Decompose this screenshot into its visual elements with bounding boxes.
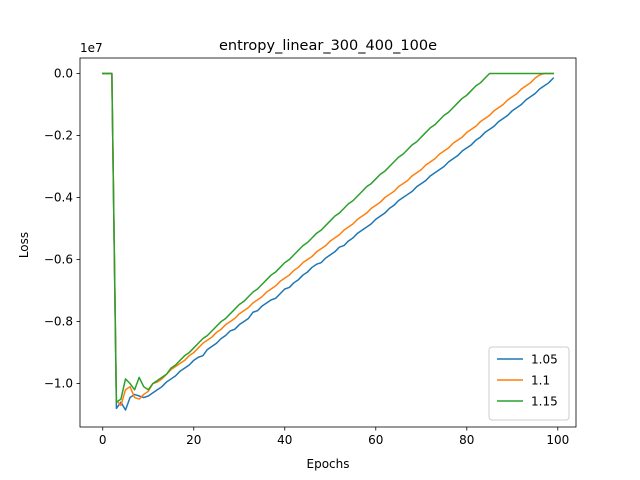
y-tick-label: −0.6 bbox=[44, 253, 73, 267]
y-axis: 0.0 −0.2 −0.4 −0.6 −0.8 −1.0 bbox=[44, 67, 80, 391]
x-tick-label: 0 bbox=[99, 433, 107, 447]
y-tick-label: −0.2 bbox=[44, 129, 73, 143]
chart-title: entropy_linear_300_400_100e bbox=[219, 38, 437, 54]
x-tick-label: 80 bbox=[459, 433, 474, 447]
legend: 1.05 1.1 1.15 bbox=[488, 346, 570, 421]
x-tick-label: 20 bbox=[186, 433, 201, 447]
y-tick-label: −0.4 bbox=[44, 191, 73, 205]
series-line-1-1 bbox=[102, 72, 554, 407]
x-tick-label: 100 bbox=[546, 433, 569, 447]
y-tick-label: −0.8 bbox=[44, 315, 73, 329]
legend-entry-label: 1.05 bbox=[531, 353, 558, 367]
series-line-1-05 bbox=[102, 72, 555, 411]
x-axis: 0 20 40 60 80 100 bbox=[99, 427, 569, 447]
legend-entry-label: 1.15 bbox=[531, 395, 558, 409]
x-tick-label: 60 bbox=[368, 433, 383, 447]
legend-entry-label: 1.1 bbox=[531, 374, 550, 388]
plot-area bbox=[79, 57, 577, 428]
y-tick-label: 0.0 bbox=[54, 67, 73, 81]
series-line-1-15 bbox=[102, 72, 554, 403]
x-tick-label: 40 bbox=[277, 433, 292, 447]
x-axis-label: Epochs bbox=[307, 457, 350, 471]
axes-frame bbox=[79, 57, 577, 428]
y-tick-label: −1.0 bbox=[44, 377, 73, 391]
y-axis-offset-text: 1e7 bbox=[80, 41, 103, 55]
y-axis-label: Loss bbox=[17, 232, 31, 258]
